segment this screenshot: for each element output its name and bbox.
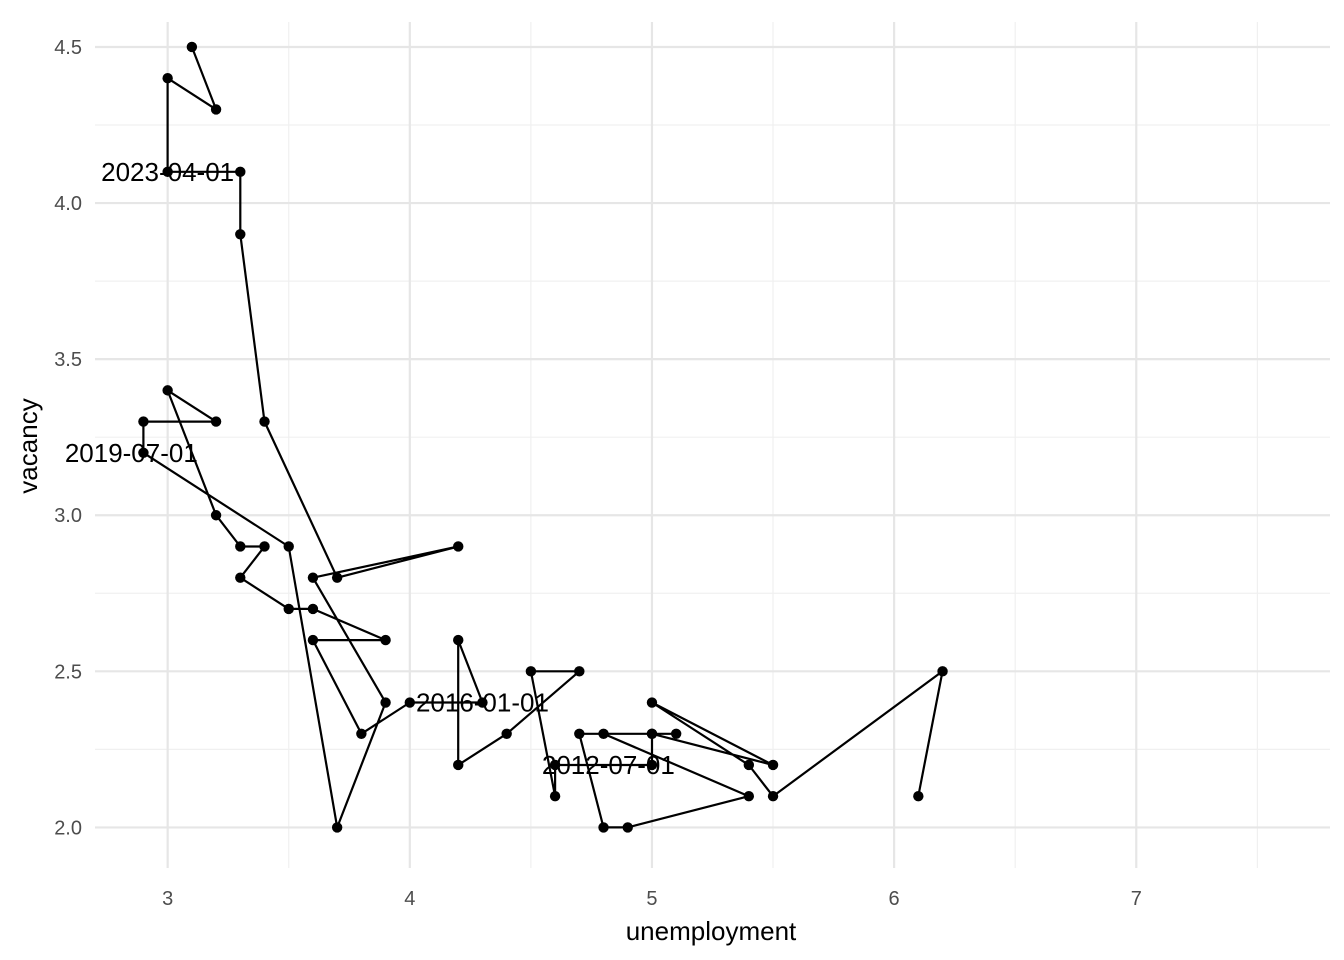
data-point — [331, 572, 343, 583]
data-point — [767, 790, 779, 802]
data-point — [235, 166, 246, 178]
data-point — [138, 447, 149, 459]
x-tick-label: 7 — [1131, 888, 1142, 910]
x-tick-label: 3 — [162, 888, 173, 910]
date-annotation: 2019-07-01 — [65, 438, 198, 468]
y-axis-tick-labels: 2.0 2.5 3.0 3.5 4.0 4.5 — [54, 37, 82, 839]
data-point — [186, 41, 198, 53]
data-point — [235, 229, 246, 240]
data-point — [574, 728, 585, 739]
x-axis-tick-labels: 3 4 5 6 7 — [162, 888, 1142, 910]
data-point — [646, 728, 658, 739]
data-point — [549, 759, 561, 771]
data-point — [937, 666, 948, 677]
data-point — [767, 759, 779, 771]
annotation-layer: 2012-07-01 2016-01-01 2019-07-01 2023-04-01 — [65, 157, 675, 780]
data-point — [622, 822, 633, 833]
data-point — [162, 385, 173, 396]
data-point — [307, 572, 319, 583]
x-tick-label: 5 — [646, 888, 657, 910]
data-point — [477, 697, 488, 708]
series-layer — [138, 41, 948, 833]
x-tick-label: 6 — [889, 888, 900, 910]
data-point — [307, 603, 319, 615]
y-tick-label: 4.5 — [54, 37, 82, 59]
data-point — [646, 759, 658, 771]
data-point — [283, 541, 294, 552]
data-point — [162, 72, 173, 84]
data-point — [307, 634, 319, 646]
data-point — [913, 790, 924, 802]
data-point — [380, 634, 391, 646]
y-axis-title: vacancy — [13, 398, 43, 493]
data-point — [331, 822, 343, 833]
data-point — [453, 759, 464, 771]
y-tick-label: 3.0 — [54, 505, 82, 527]
y-tick-label: 3.5 — [54, 349, 82, 371]
y-tick-label: 4.0 — [54, 193, 82, 215]
data-point — [743, 790, 755, 802]
data-point — [574, 666, 585, 677]
data-point — [356, 728, 367, 739]
data-point — [598, 728, 609, 739]
x-tick-label: 4 — [404, 888, 415, 910]
data-point — [743, 759, 755, 771]
data-point — [501, 728, 512, 739]
date-annotation: 2016-01-01 — [416, 688, 549, 718]
date-annotation: 2023-04-01 — [101, 157, 234, 187]
date-annotation: 2012-07-01 — [542, 750, 675, 780]
data-point — [670, 728, 682, 739]
data-point — [283, 603, 294, 615]
data-point — [259, 541, 270, 552]
data-point — [259, 416, 270, 427]
data-point — [404, 697, 416, 708]
data-point — [453, 541, 464, 552]
y-tick-label: 2.5 — [54, 661, 82, 683]
data-point — [646, 697, 658, 708]
data-point — [210, 416, 222, 427]
data-point — [235, 541, 246, 552]
data-point — [235, 572, 246, 583]
data-point — [380, 697, 391, 708]
series-line — [142, 46, 944, 829]
y-tick-label: 2.0 — [54, 817, 82, 839]
data-point — [598, 822, 609, 833]
data-point — [210, 510, 222, 521]
x-axis-title: unemployment — [626, 916, 797, 946]
data-point — [453, 634, 464, 646]
data-point — [549, 790, 561, 802]
data-point — [210, 104, 222, 115]
data-point — [162, 166, 173, 178]
data-point — [138, 416, 149, 427]
data-point — [525, 666, 537, 677]
